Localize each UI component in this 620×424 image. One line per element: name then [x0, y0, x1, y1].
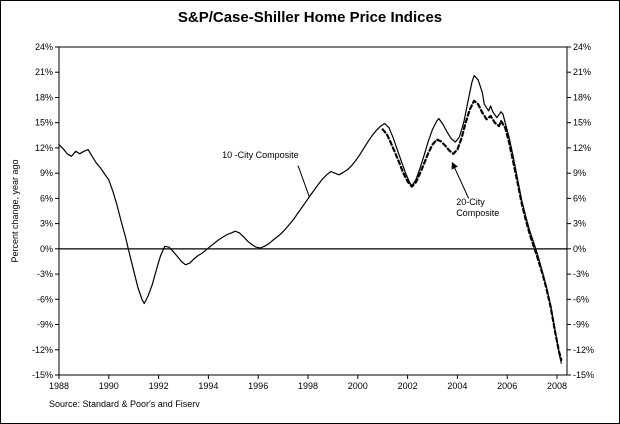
y-tick-label-right: 24%	[573, 42, 591, 52]
x-tick-label: 2000	[348, 381, 368, 391]
y-tick-label-left: 21%	[35, 67, 53, 77]
y-tick-label-left: -3%	[37, 269, 53, 279]
y-tick-label-left: 0%	[40, 244, 53, 254]
source-note: Source: Standard & Poor's and Fiserv	[49, 399, 200, 409]
y-tick-label-right: 12%	[573, 143, 591, 153]
y-tick-label-right: 21%	[573, 67, 591, 77]
x-tick-label: 1998	[298, 381, 318, 391]
y-tick-label-left: -6%	[37, 294, 53, 304]
y-tick-label-left: 6%	[40, 193, 53, 203]
x-tick-label: 1996	[248, 381, 268, 391]
y-tick-label-left: -9%	[37, 320, 53, 330]
y-tick-label-left: 18%	[35, 93, 53, 103]
x-tick-label: 2002	[398, 381, 418, 391]
label-20-city-leader	[451, 161, 470, 199]
y-tick-label-left: 24%	[35, 42, 53, 52]
y-tick-label-left: 3%	[40, 219, 53, 229]
y-tick-label-right: 6%	[573, 193, 586, 203]
x-tick-label: 1990	[99, 381, 119, 391]
label-20-city-line-1: Composite	[456, 208, 499, 218]
y-tick-label-left: 12%	[35, 143, 53, 153]
y-tick-label-right: 0%	[573, 244, 586, 254]
y-tick-label-right: -12%	[573, 345, 594, 355]
label-20-city: 20-City Composite	[456, 197, 499, 218]
label-10-city-leader	[297, 165, 310, 197]
plot-border	[58, 46, 568, 376]
x-tick-label: 2008	[547, 381, 567, 391]
y-tick-label-right: 18%	[573, 93, 591, 103]
y-tick-label-right: -9%	[573, 320, 589, 330]
y-tick-label-left: -12%	[32, 345, 53, 355]
label-20-city-line-0: 20-City	[456, 197, 485, 207]
chart-title: S&P/Case-Shiller Home Price Indices	[177, 9, 443, 26]
y-tick-label-left: 9%	[40, 168, 53, 178]
y-tick-label-right: -3%	[573, 269, 589, 279]
series-line-10-city	[58, 75, 562, 364]
y-tick-label-left: 15%	[35, 118, 53, 128]
series-line-20-city	[381, 99, 563, 361]
label-10-city: 10 -City Composite	[222, 150, 299, 160]
x-tick-label: 1992	[149, 381, 169, 391]
y-tick-label-right: -6%	[573, 294, 589, 304]
y-tick-label-right: -15%	[573, 370, 594, 380]
x-tick-label: 2004	[447, 381, 467, 391]
x-tick-label: 2006	[497, 381, 517, 391]
y-tick-label-right: 3%	[573, 219, 586, 229]
x-tick-label: 1988	[49, 381, 69, 391]
y-tick-label-left: -15%	[32, 370, 53, 380]
y-tick-label-right: 15%	[573, 118, 591, 128]
y-tick-label-right: 9%	[573, 168, 586, 178]
x-tick-label: 1994	[198, 381, 218, 391]
